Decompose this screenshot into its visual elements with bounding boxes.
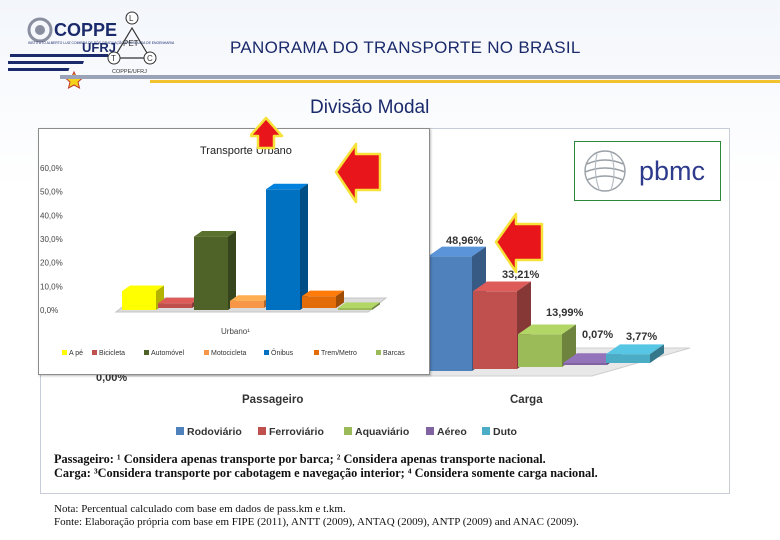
header-accent-rule xyxy=(150,80,780,83)
source-note: Nota: Percentual calculado com base em d… xyxy=(54,503,579,529)
bar-a pé xyxy=(122,285,164,310)
legend-swatch xyxy=(376,350,381,355)
slide-subtitle: Divisão Modal xyxy=(310,97,430,118)
legend-label: Duto xyxy=(493,426,517,438)
y-tick-label: 40,0% xyxy=(40,211,63,220)
coppe-small-text: INSTITUTO ALBERTO LUIZ COIMBRA DE PÓS-GR… xyxy=(28,40,175,45)
legend-swatch xyxy=(62,350,67,355)
page-title: PANORAMA DO TRANSPORTE NO BRASIL xyxy=(230,38,581,57)
legend-swatch xyxy=(258,427,266,435)
bar-ônibus xyxy=(266,183,308,310)
legend-item: Duto xyxy=(482,426,517,438)
pet-logo: L PET T C COPPE/UFRJ xyxy=(107,11,157,75)
bar-trem/metro xyxy=(302,290,344,308)
legend-swatch xyxy=(144,350,149,355)
legend-label: Motocicleta xyxy=(211,350,247,357)
data-label: 0,07% xyxy=(582,329,613,341)
data-label: 48,96% xyxy=(446,235,484,247)
legend-swatch xyxy=(176,427,184,435)
legend-swatch xyxy=(344,427,352,435)
footnotes: Passageiro: ¹ Considera apenas transport… xyxy=(54,452,598,480)
legend-label: A pé xyxy=(69,350,83,357)
data-label: 33,21% xyxy=(502,269,540,281)
bar-aquaviário xyxy=(518,324,576,367)
data-label: 13,99% xyxy=(546,307,584,319)
left-arrow-icon xyxy=(334,142,382,204)
bar-barcas xyxy=(338,302,380,310)
x-category-label: Urbano¹ xyxy=(221,327,250,336)
source-line: Fonte: Elaboração própria com base em FI… xyxy=(54,516,579,528)
pbmc-logo: pbmc xyxy=(574,141,721,201)
svg-text:L: L xyxy=(129,14,134,23)
left-arrow-icon xyxy=(494,212,544,274)
highlight-arrows xyxy=(250,116,544,274)
legend-swatch xyxy=(92,350,97,355)
urban-transport-chart: Transporte Urbano 60,0%50,0%40,0%30,0%20… xyxy=(40,145,405,357)
y-tick-label: 10,0% xyxy=(40,282,63,291)
bar-bicicleta xyxy=(158,297,200,308)
pet-caption: COPPE/UFRJ xyxy=(112,69,147,75)
legend-label: Automóvel xyxy=(151,350,185,357)
y-tick-label: 50,0% xyxy=(40,188,63,197)
y-tick-label: 0,0% xyxy=(40,306,58,315)
y-tick-label: 30,0% xyxy=(40,235,63,244)
bar-duto xyxy=(606,344,664,363)
legend-item: Rodoviário xyxy=(176,426,242,438)
legend-item: A pé xyxy=(62,350,83,357)
up-arrow-icon xyxy=(250,116,284,150)
legend-label: Ferroviário xyxy=(269,426,324,438)
legend-item: Motocicleta xyxy=(204,350,247,357)
legend-swatch xyxy=(426,427,434,435)
header-divider xyxy=(60,75,780,79)
legend-item: Ferroviário xyxy=(258,426,324,438)
note-line: Nota: Percentual calculado com base em d… xyxy=(54,503,346,515)
legend-item: Aéreo xyxy=(426,426,467,438)
y-tick-label: 20,0% xyxy=(40,259,63,268)
legend-item: Trem/Metro xyxy=(314,350,357,357)
legend-label: Aquaviário xyxy=(355,426,409,438)
pbmc-logo-text: pbmc xyxy=(639,156,705,186)
svg-text:C: C xyxy=(147,54,153,63)
coppe-logo-text: COPPE xyxy=(54,20,117,40)
legend-item: Aquaviário xyxy=(344,426,409,438)
legend-label: Barcas xyxy=(383,350,405,357)
legend-item: Barcas xyxy=(376,350,405,357)
coppe-logo: COPPE UFRJ INSTITUTO ALBERTO LUIZ COIMBR… xyxy=(8,17,175,71)
y-tick-label: 60,0% xyxy=(40,164,63,173)
legend-label: Aéreo xyxy=(437,426,467,438)
bar-automóvel xyxy=(194,231,236,310)
svg-text:PET: PET xyxy=(123,39,139,48)
legend-swatch xyxy=(482,427,490,435)
legend-swatch xyxy=(204,350,209,355)
legend-label: Bicicleta xyxy=(99,350,125,357)
data-label: 3,77% xyxy=(626,331,657,343)
header-logos: COPPE UFRJ INSTITUTO ALBERTO LUIZ COIMBR… xyxy=(8,11,175,89)
chart-legend: Rodoviário Ferroviário Aquaviário Aéreo Duto xyxy=(176,426,517,438)
legend-item: Ônibus xyxy=(264,348,294,357)
globe-icon xyxy=(584,150,626,192)
chart-legend: A pé Bicicleta Automóvel Motocicleta Ônibus T… xyxy=(62,348,405,357)
legend-swatch xyxy=(264,350,269,355)
legend-item: Bicicleta xyxy=(92,350,125,357)
x-category-label: Passageiro xyxy=(242,394,303,406)
y-tick-label: 0,00% xyxy=(96,372,127,384)
footnote-line: Passageiro: ¹ Considera apenas transport… xyxy=(54,452,546,466)
legend-swatch xyxy=(314,350,319,355)
ufrj-text: UFRJ xyxy=(82,40,116,55)
x-category-label: Carga xyxy=(510,394,543,406)
svg-text:T: T xyxy=(111,54,116,63)
legend-label: Trem/Metro xyxy=(321,350,357,357)
legend-label: Rodoviário xyxy=(187,426,242,438)
legend-item: Automóvel xyxy=(144,350,185,357)
footnote-line: Carga: ³Considera transporte por cabotag… xyxy=(54,466,598,480)
bar-motocicleta xyxy=(230,295,272,308)
legend-label: Ônibus xyxy=(271,348,294,357)
